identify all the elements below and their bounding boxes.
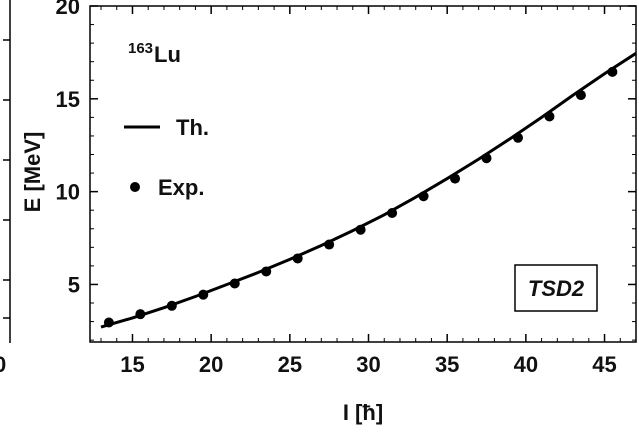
- exp-point: [481, 153, 492, 164]
- element-symbol: Lu: [154, 42, 181, 67]
- x-tick-label: 20: [199, 352, 223, 377]
- axis-ticks: [90, 5, 637, 342]
- x-tick-label: 40: [514, 352, 538, 377]
- exp-point: [135, 309, 146, 320]
- exp-point: [103, 317, 114, 328]
- exp-point: [229, 278, 240, 289]
- nucleus-label: 163Lu: [128, 40, 181, 67]
- y-tick-label: 20: [56, 0, 80, 19]
- band-label: TSD2: [528, 276, 585, 301]
- x-axis-title: I [ħ]: [343, 400, 383, 425]
- legend-point-swatch: [130, 182, 140, 192]
- exp-point: [418, 191, 429, 202]
- plot-frame: [89, 5, 637, 343]
- band-label-box: TSD2: [514, 264, 598, 312]
- y-axis-title: E [MeV]: [20, 132, 45, 213]
- x-tick-label: 30: [356, 352, 380, 377]
- exp-point: [261, 266, 272, 277]
- exp-point: [198, 289, 209, 300]
- exp-point: [512, 132, 523, 143]
- y-tick-label: 10: [56, 180, 80, 205]
- x-tick-label: 45: [592, 352, 616, 377]
- y-tick-labels: 5 10 15 20: [56, 0, 80, 297]
- exp-point: [450, 173, 461, 184]
- y-tick-label: 15: [56, 87, 80, 112]
- exp-point: [387, 207, 398, 218]
- x-tick-label: 15: [120, 352, 144, 377]
- exp-point: [607, 66, 618, 77]
- left-panel-tick-label: 0: [0, 352, 6, 377]
- exp-point: [544, 111, 555, 122]
- exp-point: [575, 90, 586, 101]
- y-tick-label: 5: [68, 272, 80, 297]
- exp-point: [355, 224, 366, 235]
- legend-point-label: Exp.: [158, 175, 204, 200]
- legend: Th. Exp.: [124, 115, 209, 200]
- exp-point: [324, 239, 335, 250]
- mass-number: 163: [128, 40, 153, 57]
- exp-point: [166, 300, 177, 311]
- left-panel-fragment: [3, 0, 11, 343]
- exp-point: [292, 253, 303, 264]
- legend-line-label: Th.: [176, 115, 209, 140]
- x-tick-label: 25: [278, 352, 302, 377]
- x-tick-label: 35: [435, 352, 459, 377]
- x-tick-labels: 15 20 25 30 35 40 45: [120, 352, 617, 377]
- experimental-points: [103, 66, 618, 328]
